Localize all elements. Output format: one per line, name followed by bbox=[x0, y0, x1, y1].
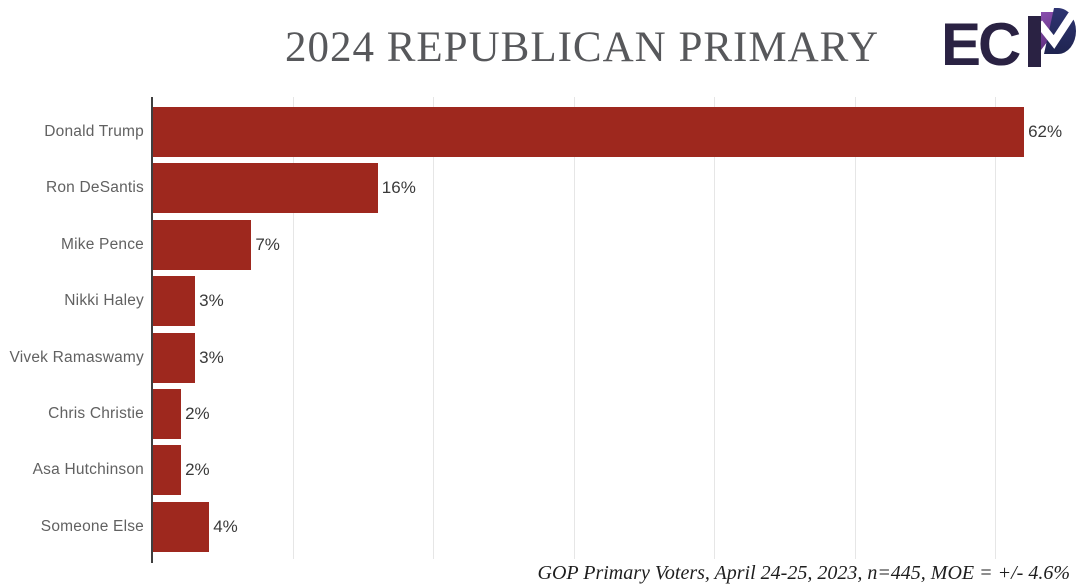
bar-row: Chris Christie 2% bbox=[0, 389, 1080, 439]
bar-row: Asa Hutchinson 2% bbox=[0, 445, 1080, 496]
value-label: 3% bbox=[199, 291, 224, 311]
value-label: 2% bbox=[185, 404, 210, 423]
bar-row: Someone Else 4% bbox=[0, 501, 1080, 552]
bar bbox=[153, 501, 210, 552]
value-label: 62% bbox=[1028, 122, 1063, 141]
bar-chart: Donald Trump 62% Ron DeSantis 16% Mike Pence… bbox=[0, 97, 1080, 563]
gridline-30pct bbox=[573, 97, 575, 559]
gridline-20pct bbox=[433, 97, 434, 559]
logo-p-shape bbox=[1028, 8, 1076, 67]
bar bbox=[153, 445, 182, 496]
bar bbox=[153, 219, 252, 270]
bar-row: Vivek Ramaswamy 3% bbox=[0, 332, 1080, 383]
logo-ec-text: EC bbox=[944, 11, 1020, 68]
category-label: Asa Hutchinson bbox=[32, 461, 144, 479]
category-label: Nikki Haley bbox=[64, 292, 144, 310]
bar-row: Nikki Haley 3% bbox=[0, 276, 1080, 327]
value-label: 16% bbox=[381, 178, 416, 198]
bar-row: Donald Trump 62% bbox=[0, 107, 1080, 157]
bar bbox=[153, 332, 196, 383]
gridline-10pct bbox=[292, 97, 294, 559]
bar-row: Ron DeSantis 16% bbox=[0, 163, 1080, 214]
bar bbox=[153, 276, 196, 327]
category-label: Mike Pence bbox=[61, 235, 144, 253]
bar bbox=[153, 107, 1025, 157]
category-label: Ron DeSantis bbox=[45, 179, 144, 197]
gridline-50pct bbox=[854, 97, 856, 559]
category-label: Vivek Ramaswamy bbox=[9, 348, 144, 366]
gridline-60pct bbox=[995, 97, 996, 559]
category-label: Chris Christie bbox=[48, 405, 144, 422]
gridline-40pct bbox=[714, 97, 715, 559]
bar-row: Mike Pence 7% bbox=[0, 219, 1080, 270]
chart-title: 2024 REPUBLICAN PRIMARY bbox=[284, 24, 880, 71]
ecp-logo: EC bbox=[944, 8, 1076, 68]
bar bbox=[153, 163, 378, 214]
category-label: Donald Trump bbox=[44, 123, 144, 140]
value-label: 3% bbox=[199, 347, 224, 367]
value-label: 7% bbox=[255, 234, 280, 254]
value-label: 2% bbox=[185, 460, 210, 480]
category-label: Someone Else bbox=[40, 517, 144, 535]
y-axis-line bbox=[151, 97, 153, 563]
value-label: 4% bbox=[213, 516, 238, 536]
source-note: GOP Primary Voters, April 24-25, 2023, n… bbox=[537, 562, 1071, 584]
bar bbox=[153, 389, 182, 439]
